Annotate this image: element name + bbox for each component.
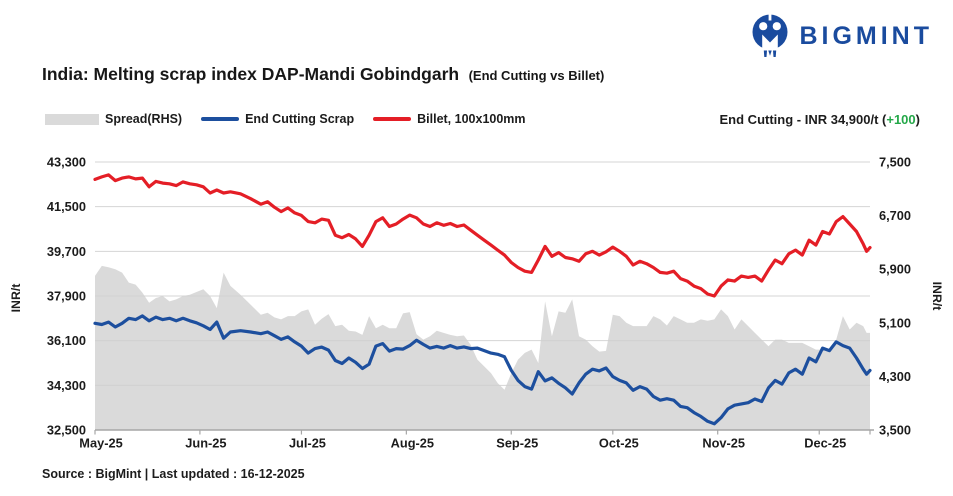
billet-line-swatch bbox=[373, 117, 412, 121]
y-right-tick-label: 3,500 bbox=[879, 423, 911, 438]
chart-title-suffix: (End Cutting vs Billet) bbox=[468, 68, 605, 83]
legend-item-end-cutting: End Cutting Scrap bbox=[201, 112, 354, 126]
legend-label-spread: Spread(RHS) bbox=[105, 112, 183, 126]
legend-item-spread: Spread(RHS) bbox=[45, 112, 182, 126]
annotation-close: ) bbox=[915, 111, 920, 127]
bigmint-logo: BIGMINT bbox=[750, 13, 933, 59]
legend-label-billet: Billet, 100x100mm bbox=[417, 112, 526, 126]
billet-line bbox=[93, 173, 872, 298]
y-left-tick-label: 41,500 bbox=[47, 199, 86, 214]
y-left-tick-label: 36,100 bbox=[47, 333, 86, 348]
latest-price-annotation: End Cutting - INR 34,900/t (+100) bbox=[720, 112, 920, 127]
x-tick-label: Jun-25 bbox=[185, 436, 226, 451]
source-note: Source : BigMint | Last updated : 16-12-… bbox=[42, 467, 305, 481]
x-tick-label: Jul-25 bbox=[289, 436, 326, 451]
y-left-tick-label: 43,300 bbox=[47, 155, 86, 170]
bigmint-logo-text: BIGMINT bbox=[799, 21, 933, 50]
y-left-tick-label: 39,700 bbox=[47, 244, 86, 259]
spread-area-swatch bbox=[45, 113, 99, 125]
x-tick-label: May-25 bbox=[79, 436, 122, 451]
x-tick-label: Dec-25 bbox=[804, 436, 846, 451]
y-left-tick-label: 34,300 bbox=[47, 378, 86, 393]
y-right-tick-label: 5,900 bbox=[879, 262, 911, 277]
y-left-tick-label: 32,500 bbox=[47, 423, 86, 438]
y-left-tick-label: 37,900 bbox=[47, 289, 86, 304]
legend-item-billet: Billet, 100x100mm bbox=[373, 112, 526, 126]
annotation-change: +100 bbox=[886, 111, 916, 127]
legend-label-end-cutting: End Cutting Scrap bbox=[245, 112, 355, 126]
y-right-tick-label: 5,100 bbox=[879, 315, 911, 330]
y-right-tick-label: 7,500 bbox=[879, 155, 911, 170]
end-cutting-line-swatch bbox=[201, 117, 240, 121]
x-tick-label: Sep-25 bbox=[496, 436, 538, 451]
bigmint-logo-icon bbox=[752, 13, 788, 57]
chart-title: India: Melting scrap index DAP-Mandi Gob… bbox=[42, 64, 604, 85]
y-right-tick-label: 6,700 bbox=[879, 208, 911, 223]
y-right-tick-label: 4,300 bbox=[879, 369, 911, 384]
y-left-axis-title: INR/t bbox=[9, 284, 23, 313]
end-cutting-scrap-line bbox=[93, 314, 872, 426]
y-right-axis-title: INR/t bbox=[930, 282, 944, 311]
x-tick-label: Aug-25 bbox=[391, 436, 434, 451]
x-tick-label: Oct-25 bbox=[599, 436, 639, 451]
annotation-text: End Cutting - INR 34,900/t ( bbox=[719, 111, 887, 127]
x-tick-label: Nov-25 bbox=[702, 436, 745, 451]
legend-row: Spread(RHS) End Cutting Scrap Billet, 10… bbox=[45, 108, 920, 130]
spread-area bbox=[95, 265, 870, 430]
chart-title-main: India: Melting scrap index DAP-Mandi Gob… bbox=[42, 64, 460, 84]
legend: Spread(RHS) End Cutting Scrap Billet, 10… bbox=[45, 112, 526, 126]
